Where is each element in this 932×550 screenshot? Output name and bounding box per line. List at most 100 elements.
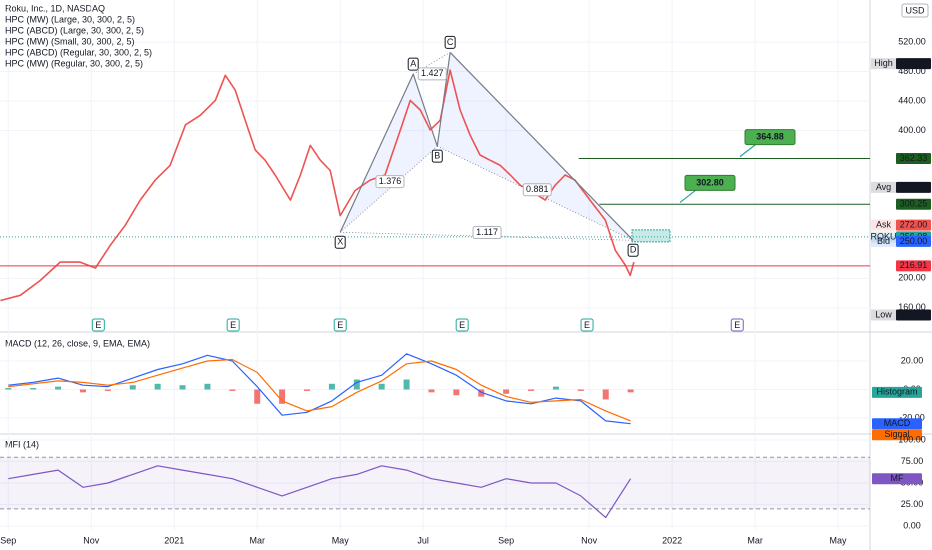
earnings-marker [91,318,105,332]
earnings-label: E [734,320,740,330]
histogram-bar [30,388,37,390]
earnings-marker [580,318,594,332]
price-name: Avg [876,182,891,192]
pattern-fill [340,74,438,233]
price-label-box [896,235,931,247]
histogram-bar [552,386,559,390]
price-label-box [896,219,931,231]
price-label-box [896,260,931,272]
y-tick-label: 200.00 [898,273,926,283]
series-label-box [872,418,922,430]
histogram-bar [378,383,385,390]
indicator-legend: HPC (MW) (Small, 30, 300, 2, 5) [5,36,135,46]
histogram-bar [478,389,485,397]
x-tick-label: Mar [249,535,265,545]
price-label-box [896,309,931,321]
y-tick-label: 520.00 [898,36,926,46]
indicator-legend: HPC (MW) (Large, 30, 300, 2, 5) [5,14,135,24]
pattern-ratio-line [413,52,451,75]
series-label: Signal [884,429,909,439]
ratio-label: 1.427 [421,68,444,78]
ratio-label: 0.881 [526,184,549,194]
chart-title: Roku, Inc., 1D, NASDAQ [5,3,105,13]
price-label-box [896,58,931,70]
earnings-marker [455,318,469,332]
histogram-bar [204,383,211,390]
series-label: Histogram [876,387,917,397]
currency-box[interactable] [901,3,929,18]
earnings-label: E [95,320,101,330]
x-tick-label: May [830,535,848,545]
histogram-bar [328,383,335,390]
histogram-bar [5,388,12,390]
y-tick-label: 440.00 [898,96,926,106]
pattern-leg [412,73,438,147]
pane-title: MFI (14) [5,439,39,449]
series-line [8,465,632,519]
series-label: MF [891,473,904,483]
band-fill [0,457,870,509]
histogram-bar [602,389,609,400]
earnings-label: E [337,320,343,330]
pattern-point-label: X [337,237,343,247]
price-name-box [871,231,896,243]
pattern-point-label: D [630,245,637,255]
price-label: 216.91 [900,260,928,270]
price-name: High [874,58,893,68]
series-label-box [872,429,922,441]
histogram-bar [503,389,510,394]
pattern-point-box [627,243,639,257]
price-label: 323.19 [900,182,928,192]
histogram-bar [104,389,111,391]
y-tick-label: 160.00 [898,302,926,312]
x-tick-label: Jul [417,535,429,545]
x-tick-label: Mar [747,535,763,545]
pattern-leg [339,73,414,233]
histogram-bar [453,389,460,396]
price-label: 362.33 [900,153,928,163]
price-label-box [896,152,931,164]
current-zone [631,229,671,243]
x-tick-label: 2021 [164,535,184,545]
histogram-bar [279,389,286,404]
series-label: MACD [884,418,911,428]
price-label: 490.76 [900,58,928,68]
histogram-bar [353,379,360,390]
y-tick-label: 400.00 [898,125,926,135]
target-label: 364.88 [756,131,784,141]
series-line [8,358,631,422]
y-tick-label: 480.00 [898,66,926,76]
price-name-box [871,219,896,231]
price-label: 150.38 [900,309,928,319]
histogram-bar [577,389,584,391]
ratio-box [472,226,502,240]
price-name: Bid [877,236,890,246]
earnings-label: E [584,320,590,330]
histogram-bar [627,389,634,393]
ratio-box [522,183,552,197]
indicator-legend: HPC (MW) (Regular, 30, 300, 2, 5) [5,58,143,68]
ratio-box [375,175,405,189]
target-box [744,129,796,146]
y-tick-label: -20.00 [899,412,925,422]
indicator-legend: HPC (ABCD) (Large, 30, 300, 2, 5) [5,25,144,35]
histogram-bar [428,389,435,393]
series-label-box [872,473,922,485]
x-tick-label: May [332,535,350,545]
x-tick-label: 2022 [662,535,682,545]
x-tick-label: Nov [581,535,598,545]
pattern-ratio-line [340,231,634,241]
price-label: 272.00 [900,220,928,230]
y-tick-label: 100.00 [898,434,926,444]
histogram-bar [528,389,535,391]
histogram-bar [304,389,311,391]
earnings-marker [730,318,744,332]
price-name-box [871,235,896,247]
x-tick-label: Sep [0,535,16,545]
ratio-box [417,67,447,81]
currency: USD [905,5,925,15]
histogram-bar [254,389,261,404]
earnings-marker [226,318,240,332]
